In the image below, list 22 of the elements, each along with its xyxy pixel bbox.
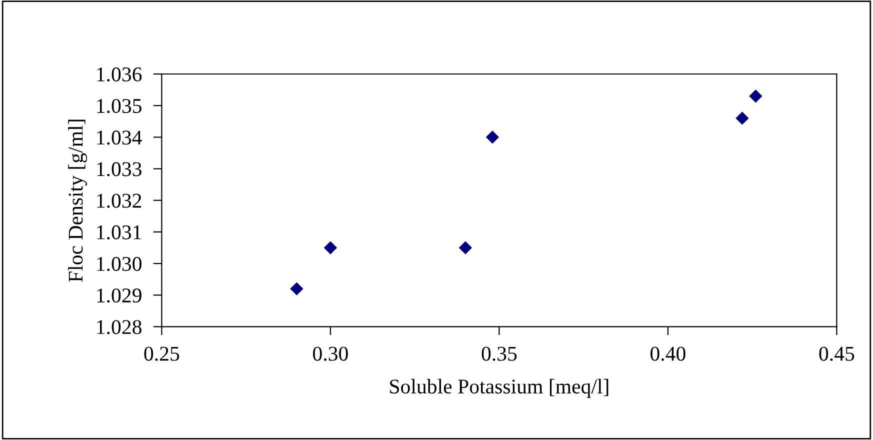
x-tick-label: 0.40: [650, 346, 686, 361]
point: [290, 282, 304, 296]
y-tick-label: 1.030: [97, 256, 142, 272]
y-tick-label: 1.028: [97, 320, 142, 334]
point: [736, 112, 749, 125]
y-axis-title: Floc Density [g/ml]: [68, 120, 88, 282]
y-tick-label: 1.036: [97, 67, 142, 82]
point: [324, 241, 338, 254]
x-tick-label: 0.25: [144, 346, 180, 361]
y-tick-label: 1.029: [97, 288, 142, 303]
y-tick-label: 1.034: [97, 130, 142, 145]
x-axis-title: Soluble Potassium [meq/l]: [390, 378, 608, 398]
point: [749, 90, 762, 103]
y-tick-label: 1.032: [97, 194, 142, 208]
point: [458, 241, 472, 254]
y-tick-label: 1.033: [97, 162, 142, 176]
y-tick-label: 1.031: [97, 225, 142, 240]
x-tick-label: 0.45: [819, 346, 854, 361]
y-tick-label: 1.035: [97, 98, 142, 114]
x-tick-label: 0.30: [313, 346, 348, 361]
x-tick-label: 0.35: [482, 346, 517, 361]
point: [486, 130, 500, 144]
